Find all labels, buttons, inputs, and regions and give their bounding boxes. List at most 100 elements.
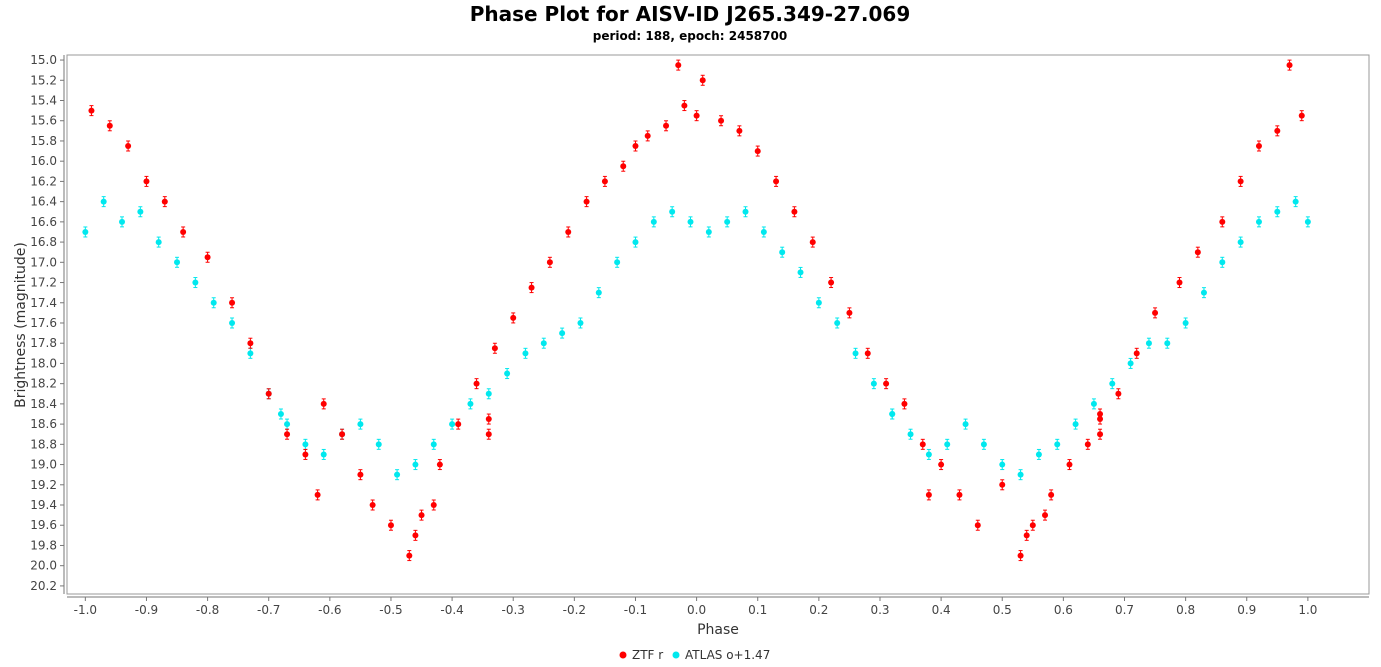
ztf-r-point xyxy=(601,178,608,185)
x-axis-ticks: -1.0 -0.9 -0.8 -0.7 -0.6 -0.5 -0.4 -0.3 -0.2 -0.1… xyxy=(74,597,1317,617)
y-tick-label: 15.2 xyxy=(30,73,57,87)
x-axis-label: Phase xyxy=(697,622,739,638)
ztf-r-point xyxy=(883,380,890,387)
ztf-r-point xyxy=(632,143,639,150)
plot-area xyxy=(66,54,1370,595)
ztf-r-point xyxy=(1286,62,1293,69)
atlas-o-point xyxy=(277,410,284,417)
atlas-o-point xyxy=(302,441,309,448)
ztf-r-point xyxy=(675,62,682,69)
ztf-r-point xyxy=(339,431,346,438)
x-tick-label: -1.0 xyxy=(74,603,97,617)
atlas-o-point xyxy=(485,390,492,397)
atlas-o-point xyxy=(1164,340,1171,347)
ztf-r-point xyxy=(412,532,419,539)
ztf-r-point xyxy=(180,228,187,235)
atlas-o-point xyxy=(1219,259,1226,266)
y-tick-label: 20.2 xyxy=(30,579,57,593)
y-tick-label: 20.0 xyxy=(30,559,57,573)
ztf-r-point xyxy=(1048,491,1055,498)
ztf-r-point xyxy=(681,102,688,109)
ztf-r-point xyxy=(974,522,981,529)
atlas-o-point xyxy=(119,218,126,225)
y-tick-label: 19.8 xyxy=(30,538,57,552)
atlas-o-point xyxy=(724,218,731,225)
atlas-o-point xyxy=(614,259,621,266)
ztf-r-point xyxy=(320,400,327,407)
y-tick-label: 19.2 xyxy=(30,478,57,492)
ztf-r-point xyxy=(1152,309,1159,316)
ztf-r-point xyxy=(773,178,780,185)
atlas-o-point xyxy=(925,451,932,458)
y-tick-label: 16.6 xyxy=(30,215,57,229)
ztf-r-point xyxy=(161,198,168,205)
y-tick-label: 16.0 xyxy=(30,154,57,168)
y-tick-label: 16.8 xyxy=(30,235,57,249)
y-tick-label: 15.6 xyxy=(30,114,57,128)
x-tick-label: 0.6 xyxy=(1054,603,1073,617)
ztf-r-point xyxy=(919,441,926,448)
atlas-o-point xyxy=(357,421,364,428)
ztf-r-point xyxy=(106,122,113,129)
y-tick-label: 18.8 xyxy=(30,437,57,451)
x-tick-label: 0.5 xyxy=(993,603,1012,617)
atlas-o-point xyxy=(742,208,749,215)
legend-marker-atlas-o xyxy=(672,651,680,659)
atlas-o-point xyxy=(797,269,804,276)
ztf-r-point xyxy=(1115,390,1122,397)
atlas-o-point xyxy=(852,350,859,357)
y-tick-label: 19.6 xyxy=(30,518,57,532)
ztf-r-point xyxy=(1097,416,1104,423)
ztf-r-point xyxy=(510,314,517,321)
x-tick-label: 0.9 xyxy=(1237,603,1256,617)
x-tick-label: -0.3 xyxy=(502,603,525,617)
ztf-r-point xyxy=(699,77,706,84)
atlas-o-point xyxy=(82,228,89,235)
ztf-r-point xyxy=(546,259,553,266)
y-tick-label: 17.4 xyxy=(30,296,57,310)
atlas-o-point xyxy=(155,239,162,246)
ztf-r-point xyxy=(125,143,132,150)
x-tick-label: 0.1 xyxy=(748,603,767,617)
y-tick-label: 18.2 xyxy=(30,377,57,391)
atlas-o-point xyxy=(889,410,896,417)
ztf-r-point xyxy=(620,163,627,170)
chart-title: Phase Plot for AISV-ID J265.349-27.069 xyxy=(470,2,911,26)
ztf-r-point xyxy=(204,254,211,261)
atlas-o-point xyxy=(430,441,437,448)
x-tick-label: -0.9 xyxy=(135,603,158,617)
ztf-r-point xyxy=(754,148,761,155)
atlas-o-point xyxy=(760,228,767,235)
atlas-o-point xyxy=(1090,400,1097,407)
atlas-o-point xyxy=(1274,208,1281,215)
atlas-o-point xyxy=(834,319,841,326)
atlas-o-point xyxy=(779,249,786,256)
ztf-r-point xyxy=(791,208,798,215)
atlas-o-point xyxy=(1200,289,1207,296)
atlas-o-point xyxy=(1237,239,1244,246)
ztf-r-point xyxy=(1066,461,1073,468)
ztf-r-point xyxy=(583,198,590,205)
atlas-o-point xyxy=(980,441,987,448)
atlas-o-point xyxy=(559,330,566,337)
y-tick-label: 17.2 xyxy=(30,276,57,290)
ztf-r-point xyxy=(1194,249,1201,256)
y-tick-label: 16.2 xyxy=(30,174,57,188)
ztf-r-point xyxy=(809,239,816,246)
ztf-r-point xyxy=(1097,431,1104,438)
ztf-r-point xyxy=(485,416,492,423)
legend-label-ztf-r: ZTF r xyxy=(632,648,663,662)
atlas-o-point xyxy=(1145,340,1152,347)
ztf-r-point xyxy=(1176,279,1183,286)
atlas-o-point xyxy=(705,228,712,235)
ztf-r-point xyxy=(864,350,871,357)
ztf-r-point xyxy=(436,461,443,468)
atlas-o-point xyxy=(907,431,914,438)
y-tick-label: 15.8 xyxy=(30,134,57,148)
ztf-r-point xyxy=(1042,512,1049,519)
atlas-o-point xyxy=(375,441,382,448)
atlas-o-point xyxy=(1072,421,1079,428)
x-tick-label: 0.4 xyxy=(932,603,951,617)
ztf-r-point xyxy=(1017,552,1024,559)
atlas-o-point xyxy=(1292,198,1299,205)
